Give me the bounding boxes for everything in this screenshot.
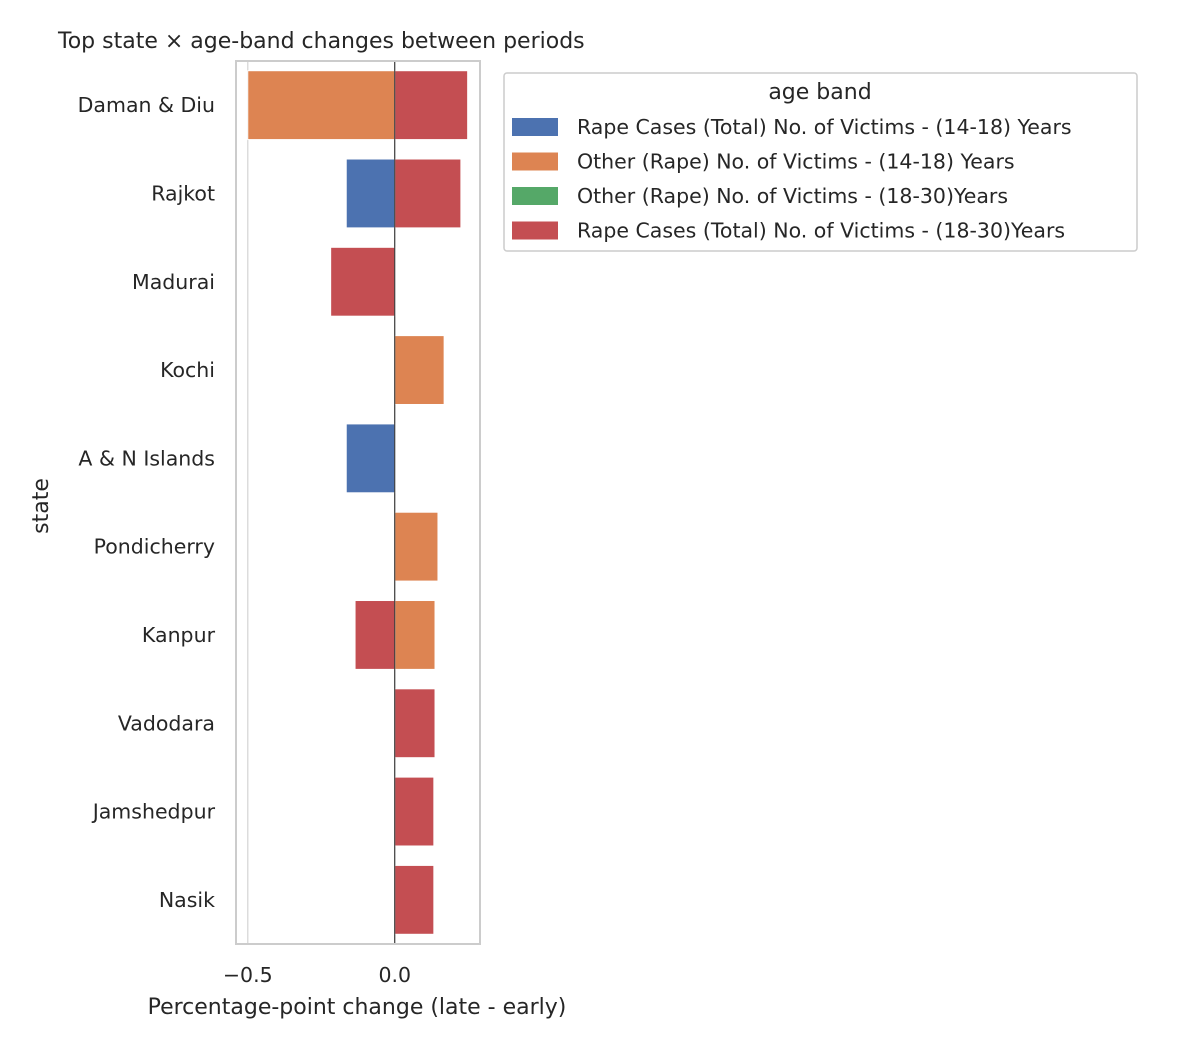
x-tick-label-0: −0.5 — [223, 963, 273, 987]
legend-title: age band — [768, 80, 871, 105]
legend-items: Rape Cases (Total) No. of Victims - (14-… — [512, 115, 1072, 243]
y-tick-label-rajkot: Rajkot — [151, 181, 215, 205]
bar-a-n-islands-rape-cases-total-no-of-victims-14-18-years — [345, 423, 396, 494]
bar-jamshedpur-rape-cases-total-no-of-victims-18-30-years — [394, 776, 435, 847]
legend: age band Rape Cases (Total) No. of Victi… — [503, 72, 1138, 252]
y-tick-label-a-n-islands: A & N Islands — [78, 446, 215, 470]
y-tick-label-kanpur: Kanpur — [142, 623, 216, 647]
bar-rajkot-rape-cases-total-no-of-victims-14-18-years — [345, 158, 396, 229]
bars-layer — [247, 70, 469, 935]
legend-swatch-4 — [512, 221, 558, 240]
y-tick-label-madurai: Madurai — [132, 270, 215, 294]
y-tick-label-vadodara: Vadodara — [118, 711, 215, 735]
y-tick-label-kochi: Kochi — [160, 358, 215, 382]
y-tick-label-daman-diu: Daman & Diu — [78, 93, 215, 117]
bar-madurai-rape-cases-total-no-of-victims-18-30-years — [330, 246, 396, 317]
y-tick-labels: Daman & Diu Rajkot Madurai Kochi A & N Islan… — [78, 93, 216, 912]
legend-swatch-1 — [512, 118, 558, 136]
x-tick-labels: −0.5 0.0 — [223, 963, 411, 987]
bar-kanpur-rape-cases-total-no-of-victims-18-30-years — [354, 600, 396, 670]
legend-swatch-3 — [512, 187, 558, 205]
bar-rajkot-rape-cases-total-no-of-victims-18-30-years — [394, 158, 462, 229]
y-tick-label-pondicherry: Pondicherry — [94, 535, 215, 559]
x-tick-label-1: 0.0 — [378, 963, 411, 987]
y-tick-label-nasik: Nasik — [159, 888, 215, 912]
plot-frame — [235, 60, 481, 945]
y-axis-label: state — [29, 478, 54, 534]
bar-daman-diu-other-rape-no-of-victims-14-18-years — [247, 70, 396, 141]
bar-daman-diu-rape-cases-total-no-of-victims-18-30-years — [394, 70, 469, 141]
legend-frame — [503, 72, 1138, 252]
bar-kochi-other-rape-no-of-victims-14-18-years — [394, 335, 445, 405]
bar-kanpur-other-rape-no-of-victims-14-18-years — [394, 600, 436, 670]
legend-label-2: Other (Rape) No. of Victims - (14-18) Ye… — [577, 150, 1015, 174]
legend-swatch-2 — [512, 152, 558, 171]
bar-pondicherry-other-rape-no-of-victims-14-18-years — [394, 511, 439, 582]
y-tick-label-jamshedpur: Jamshedpur — [91, 800, 216, 824]
legend-label-1: Rape Cases (Total) No. of Victims - (14-… — [577, 115, 1072, 139]
bar-vadodara-rape-cases-total-no-of-victims-18-30-years — [394, 688, 436, 759]
legend-label-4: Rape Cases (Total) No. of Victims - (18-… — [577, 219, 1065, 243]
x-axis-label: Percentage-point change (late - early) — [148, 995, 567, 1020]
legend-label-3: Other (Rape) No. of Victims - (18-30)Yea… — [577, 184, 1008, 208]
bar-nasik-rape-cases-total-no-of-victims-18-30-years — [394, 864, 435, 935]
chart-title: Top state × age-band changes between per… — [57, 29, 585, 54]
